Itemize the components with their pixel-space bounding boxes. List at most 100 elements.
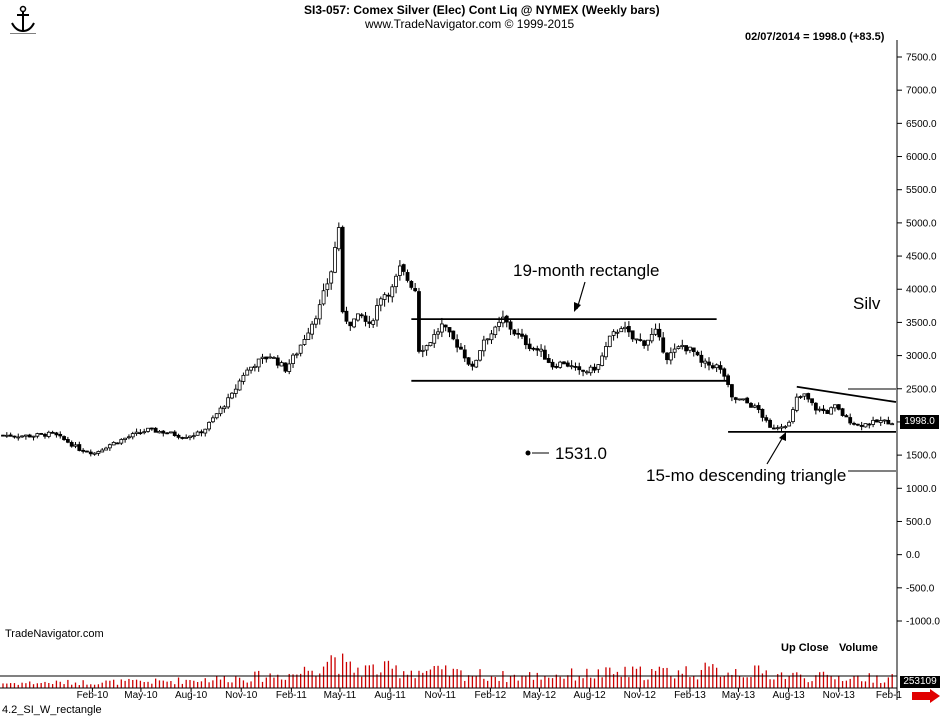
candle-body	[69, 442, 74, 447]
candle-body	[138, 432, 143, 435]
candle-body	[226, 397, 231, 408]
candle-body	[317, 304, 322, 320]
candle-body	[207, 421, 211, 430]
candle-body	[65, 439, 70, 443]
candle-body	[806, 393, 811, 400]
triangle-label: 15-mo descending triangle	[646, 466, 846, 485]
candle-body	[405, 272, 410, 281]
triangle-pointer-head	[779, 432, 786, 441]
candle-body	[314, 318, 318, 325]
candle-body	[203, 428, 208, 434]
candle-body	[802, 393, 807, 397]
candle-body	[588, 366, 593, 374]
candle-body	[497, 321, 502, 327]
candle-body	[43, 433, 47, 437]
candle-body	[749, 402, 753, 408]
candle-body	[302, 339, 307, 345]
candle-body	[836, 404, 841, 410]
candle-body	[329, 271, 334, 284]
chart-subtitle: www.TradeNavigator.com © 1999-2015	[365, 17, 575, 31]
candle-body	[348, 321, 353, 327]
candle-body	[73, 444, 78, 447]
candle-body	[665, 352, 669, 361]
candle-body	[672, 348, 677, 353]
candle-body	[180, 437, 185, 439]
candle-body	[172, 431, 177, 436]
candle-body	[714, 364, 719, 369]
candle-body	[119, 439, 124, 444]
candle-body	[291, 354, 295, 364]
scroll-right-arrow-icon[interactable]	[912, 689, 940, 708]
up-close-label: Up Close	[781, 642, 829, 654]
candle-body	[50, 431, 55, 434]
candle-body	[737, 398, 742, 401]
candle-body	[344, 310, 349, 322]
axes: -1000.0-500.00.0500.01000.01500.02000.02…	[0, 40, 940, 701]
candle-body	[481, 339, 486, 352]
candle-body	[397, 265, 402, 276]
candle-body	[62, 436, 66, 441]
candle-body	[741, 398, 746, 401]
candle-body	[512, 329, 517, 335]
candle-body	[649, 333, 654, 342]
candle-body	[852, 422, 856, 425]
volume-label: Volume	[839, 642, 878, 654]
x-tick-label: May-11	[324, 690, 357, 701]
candle-body	[386, 294, 391, 297]
candle-body	[233, 388, 238, 394]
candle-body	[294, 353, 299, 356]
y-tick-label: 2500.0	[906, 384, 937, 395]
candle-body	[783, 426, 788, 428]
candle-body	[367, 321, 372, 324]
candle-body	[356, 313, 360, 321]
x-tick-label: Nov-12	[624, 690, 657, 701]
candle-body	[756, 405, 761, 410]
x-tick-label: Nov-13	[823, 690, 856, 701]
low-point-marker	[525, 450, 531, 456]
candle-body	[478, 350, 482, 361]
candle-body	[718, 365, 723, 370]
y-tick-label: -1000.0	[906, 617, 940, 628]
candle-body	[584, 371, 589, 374]
candle-body	[413, 288, 418, 292]
x-tick-label: Aug-10	[175, 690, 208, 701]
candle-body	[153, 427, 158, 433]
candle-body	[825, 410, 830, 414]
candle-body	[760, 408, 765, 418]
candle-body	[668, 352, 673, 361]
candle-body	[779, 426, 784, 429]
candle-body	[249, 366, 253, 371]
candle-body	[733, 397, 738, 400]
x-tick-label: Aug-12	[573, 690, 606, 701]
y-tick-label: 0.0	[906, 550, 920, 561]
logo-icon	[8, 4, 38, 39]
candle-body	[218, 407, 223, 415]
candle-body	[798, 396, 803, 398]
volume-value-tag: 253109	[900, 676, 940, 688]
candle-body	[199, 431, 204, 434]
candle-body	[813, 402, 818, 411]
y-tick-label: 7500.0	[906, 53, 937, 64]
candle-body	[764, 417, 769, 421]
candle-body	[634, 338, 639, 341]
candlestick-series	[1, 222, 895, 457]
y-tick-label: 3500.0	[906, 318, 937, 329]
candle-body	[527, 343, 532, 349]
candle-body	[546, 358, 551, 363]
candle-body	[871, 419, 876, 425]
candle-body	[623, 326, 627, 330]
candle-body	[474, 359, 479, 368]
volume-bars	[2, 653, 893, 688]
candle-body	[325, 283, 330, 291]
candle-body	[562, 361, 566, 365]
candle-body	[688, 346, 692, 351]
candle-body	[176, 434, 181, 438]
candle-body	[810, 398, 814, 404]
candle-body	[146, 427, 150, 432]
candle-body	[817, 408, 822, 411]
candle-body	[104, 447, 108, 451]
candle-body	[699, 354, 704, 363]
candle-body	[646, 339, 650, 346]
y-tick-label: 6000.0	[906, 152, 937, 163]
candle-body	[863, 423, 868, 428]
